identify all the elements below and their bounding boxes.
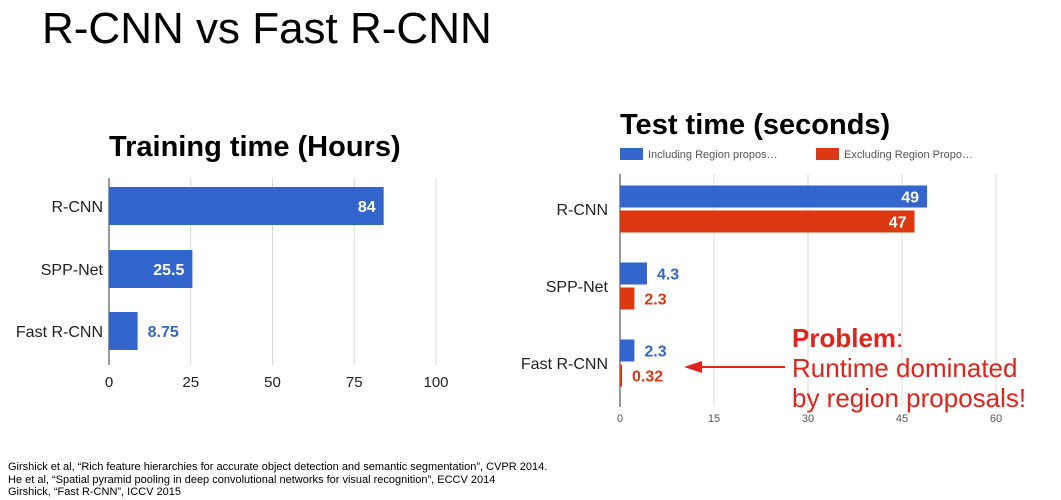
bar (109, 312, 138, 350)
legend-swatch (620, 148, 643, 160)
problem-label: Problem (792, 323, 897, 353)
bar (620, 339, 635, 362)
slide-title: R-CNN vs Fast R-CNN (42, 4, 492, 53)
reference-3: Girshick, “Fast R-CNN”, ICCV 2015 (8, 486, 181, 499)
data-label: 4.3 (657, 267, 679, 284)
bar (109, 250, 193, 288)
x-tick-label: 75 (346, 374, 363, 391)
data-label: 8.75 (148, 324, 179, 341)
category-label: R-CNN (556, 202, 608, 219)
problem-line-1: Runtime dominated (792, 353, 1018, 383)
category-label: SPP-Net (546, 279, 609, 296)
x-tick-label: 0 (617, 413, 623, 425)
category-label: R-CNN (51, 199, 103, 216)
legend-swatch (816, 148, 839, 160)
x-tick-label: 15 (708, 413, 720, 425)
x-tick-label: 0 (105, 374, 113, 391)
bar (620, 364, 623, 387)
bar (620, 287, 635, 310)
category-label: SPP-Net (41, 262, 104, 279)
x-tick-label: 60 (990, 413, 1002, 425)
data-label: 2.3 (644, 344, 666, 361)
data-label: 2.3 (644, 292, 666, 309)
reference-1: Girshick et al, “Rich feature hierarchie… (8, 461, 548, 473)
legend-label: Excluding Region Propo… (844, 149, 973, 161)
reference-2: He et al, “Spatial pyramid pooling in de… (8, 473, 496, 486)
x-tick-label: 30 (802, 413, 814, 425)
x-tick-label: 25 (182, 374, 199, 391)
data-label: 0.32 (632, 369, 663, 386)
problem-line-2: by region proposals! (792, 383, 1027, 413)
category-label: Fast R-CNN (16, 324, 103, 341)
category-label: Fast R-CNN (521, 356, 608, 373)
data-label: 84 (358, 199, 376, 216)
references: Girshick et al, “Rich feature hierarchie… (8, 461, 547, 499)
bar (620, 210, 915, 233)
data-label: 25.5 (153, 262, 184, 279)
chart-title: Training time (Hours) (109, 131, 401, 163)
x-tick-label: 45 (896, 413, 908, 425)
bar (620, 185, 928, 208)
data-label: 49 (901, 190, 919, 207)
bar (109, 187, 384, 225)
bar (620, 262, 647, 285)
problem-colon: : (896, 323, 904, 353)
legend-label: Including Region propos… (648, 149, 778, 161)
data-label: 47 (889, 215, 907, 232)
problem-annotation: Problem: Runtime dominated by region pro… (792, 323, 1026, 413)
chart-title: Test time (seconds) (620, 109, 890, 141)
x-tick-label: 100 (423, 374, 448, 391)
x-tick-label: 50 (264, 374, 281, 391)
